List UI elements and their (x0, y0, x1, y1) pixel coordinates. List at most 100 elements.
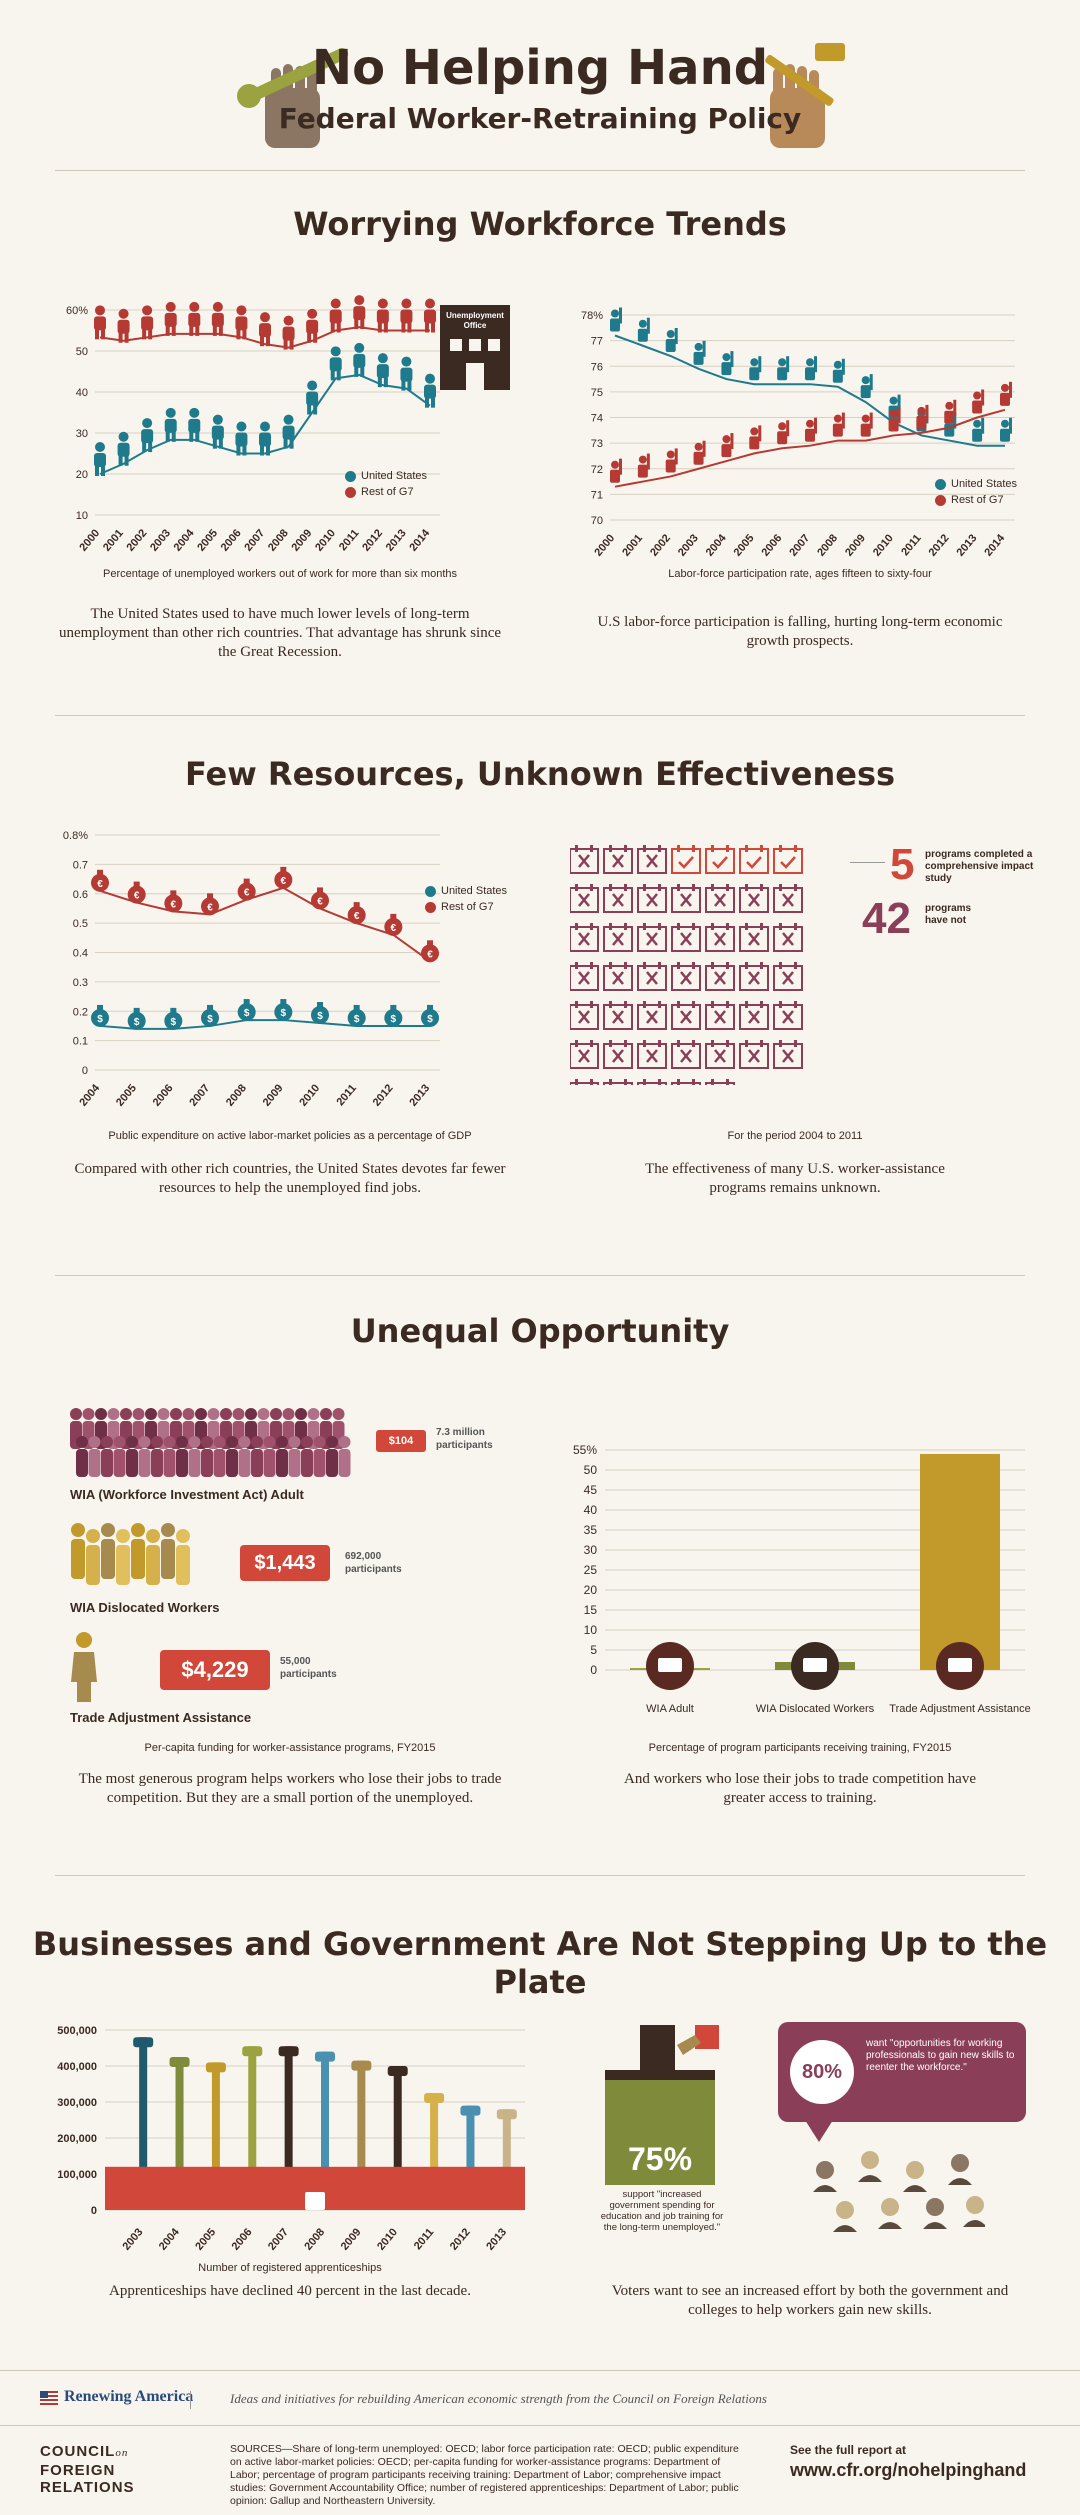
box-ring (779, 1001, 782, 1008)
no-study-box (671, 1079, 701, 1085)
data-point-g7 (637, 453, 650, 478)
y-tick-label: 0 (82, 1065, 88, 1077)
box-ring (658, 923, 661, 930)
money-bag-symbol: $ (354, 1014, 360, 1025)
flag-icon (40, 2391, 58, 2405)
page-subtitle: Federal Worker-Retraining Policy (278, 102, 802, 135)
no-study-box (705, 884, 735, 913)
no-study-box (603, 923, 633, 952)
box-ring (794, 1001, 797, 1008)
person-leg (407, 322, 412, 333)
participants-num: 692,000 (345, 1551, 382, 1562)
person-head (307, 1408, 320, 1420)
box-ring (609, 962, 612, 969)
box-outline (637, 926, 667, 952)
person-head (245, 1408, 257, 1420)
worker-body (637, 464, 648, 478)
person-head (116, 1529, 130, 1543)
person-head (189, 301, 200, 312)
money-bag-symbol: $ (281, 1008, 287, 1019)
x-mark (782, 932, 794, 946)
person-head (95, 305, 105, 316)
worker-head (722, 353, 731, 362)
person-body (138, 1449, 151, 1477)
box-ring (643, 1040, 646, 1047)
person-leg (118, 332, 123, 343)
series-line-g7 (99, 326, 430, 349)
no-study-box (603, 884, 633, 913)
person-head (182, 1408, 195, 1420)
x-tick-label: 2009 (261, 1082, 286, 1108)
report-link[interactable]: www.cfr.org/nohelpinghand (790, 2460, 1027, 2480)
data-point-g7 (610, 458, 622, 483)
tool-head (205, 2062, 226, 2073)
person-body (329, 357, 342, 372)
section-title: Worrying Workforce Trends (293, 205, 787, 243)
person-head (320, 1408, 332, 1420)
voter-face (948, 2154, 972, 2185)
box-ring (609, 1079, 612, 1085)
box-outline (603, 1043, 633, 1069)
person-leg (242, 329, 247, 340)
worker-body (1000, 428, 1010, 442)
no-study-box (671, 884, 701, 913)
person-leg (336, 370, 341, 381)
money-bag (127, 885, 146, 904)
box-ring (711, 962, 714, 969)
program-name: Trade Adjustment Assistance (70, 1710, 252, 1725)
data-point-g7 (777, 420, 790, 445)
footer-sources: SOURCES—Share of long-term unemployed: O… (230, 2443, 739, 2507)
worker-body (665, 339, 676, 352)
y-tick-label: 0.5 (73, 918, 88, 930)
cfr-logo-line3: RELATIONS (40, 2479, 135, 2496)
box-ring (590, 845, 593, 852)
worker-tool (981, 417, 985, 434)
person-head (113, 1436, 126, 1448)
person-icon (301, 1436, 313, 1477)
person-body (164, 418, 177, 433)
worker-head (1001, 383, 1009, 392)
participants-num: 7.3 million (436, 1427, 485, 1438)
section-title: Businesses and Government Are Not Steppi… (32, 1925, 1048, 2001)
data-point-g7 (944, 399, 957, 424)
data-point-us (164, 407, 177, 442)
y-tick-label: 0.3 (73, 977, 88, 989)
person-head (132, 1408, 145, 1420)
data-point-us (832, 358, 845, 383)
person-body (88, 1449, 101, 1477)
box-ring (624, 884, 627, 891)
worker-head (973, 419, 982, 428)
box-ring (711, 1001, 714, 1008)
box-outline (603, 1082, 633, 1085)
person-leg (165, 431, 170, 442)
person-body (259, 323, 271, 338)
person-icon (326, 1436, 338, 1477)
person-leg (289, 339, 294, 350)
person-leg (360, 319, 365, 330)
money-bag-symbol: $ (427, 1014, 433, 1025)
box-ring (745, 1001, 748, 1008)
x-tick-label: 2004 (172, 527, 197, 554)
person-head (270, 1408, 282, 1420)
box-outline (637, 1004, 667, 1030)
chart2-caption: Labor-force participation rate, ages fif… (668, 568, 932, 580)
worker-tool (925, 404, 929, 421)
divider (55, 170, 1025, 171)
footer-brand-bar: Renewing America Ideas and initiatives f… (40, 2385, 1040, 2415)
money-bag-symbol: $ (97, 1014, 103, 1025)
box-outline (570, 1082, 599, 1085)
series-line-g7 (614, 408, 1006, 488)
person-icon (101, 1523, 115, 1579)
no-study-box (739, 923, 769, 952)
money-bag (237, 1003, 256, 1022)
box-outline (773, 1004, 803, 1030)
opinion-pct-2: 80% (790, 2040, 854, 2104)
person-body (400, 367, 413, 382)
data-point-us (693, 340, 706, 365)
box-ring (711, 1040, 714, 1047)
person-head (238, 1436, 251, 1448)
person-head (213, 1436, 226, 1448)
person-leg (360, 366, 365, 377)
person-body (117, 442, 130, 457)
person-leg (148, 329, 153, 340)
